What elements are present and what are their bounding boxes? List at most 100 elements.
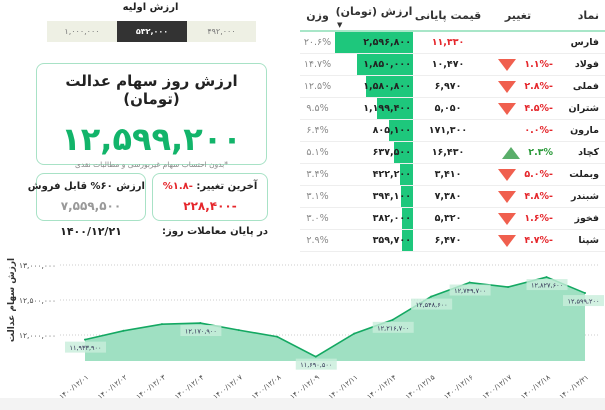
data-point[interactable] bbox=[84, 338, 86, 341]
row-weight: ۳.۱% bbox=[306, 191, 329, 202]
data-label: ۱۲,۵۴۸,۶۰۰ bbox=[416, 301, 448, 309]
row-price: ۶,۹۷۰ bbox=[434, 81, 462, 92]
row-change: -۴.۷% bbox=[483, 234, 559, 247]
row-price: ۱۰,۴۷۰ bbox=[431, 59, 465, 70]
row-symbol[interactable]: شبندر bbox=[570, 191, 599, 202]
header-weight[interactable]: وزن bbox=[306, 8, 329, 22]
row-value: ۲,۵۹۶,۸۰۰ bbox=[335, 32, 413, 53]
table-row[interactable]: وبملت -۵.۰% ۳,۴۱۰ ۴۲۲,۲۰۰ ۳.۴% bbox=[300, 164, 605, 186]
row-change: -۱.۱% bbox=[483, 58, 559, 71]
value-bar bbox=[357, 54, 413, 75]
row-symbol[interactable]: شپنا bbox=[578, 235, 599, 246]
y-tick-label: ۱۳,۰۰۰,۰۰۰ bbox=[19, 261, 56, 270]
sellable-label: ارزش ۶۰% قابل فروش bbox=[27, 181, 145, 192]
table-row[interactable]: شپنا -۴.۷% ۶,۴۷۰ ۳۵۹,۷۰۰ ۲.۹% bbox=[300, 230, 605, 252]
row-price: ۱۶,۴۳۰ bbox=[431, 147, 465, 158]
data-label: ۱۱,۶۹۰,۵۰۰ bbox=[300, 361, 332, 369]
value-text: ۸۰۵,۱۰۰ bbox=[372, 125, 411, 136]
value-bar bbox=[401, 186, 413, 207]
data-label: ۱۲,۲۱۶,۷۰۰ bbox=[377, 324, 409, 332]
data-point[interactable] bbox=[276, 335, 279, 338]
x-tick-label: ۱۴۰۰/۱۲/۱۶ bbox=[443, 373, 476, 401]
down-arrow-icon bbox=[498, 80, 517, 93]
value-text: ۳۵۹,۷۰۰ bbox=[372, 235, 411, 246]
table-row[interactable]: فولاد -۱.۱% ۱۰,۴۷۰ ۱,۸۵۰,۰۰۰ ۱۴.۷% bbox=[300, 54, 605, 76]
data-point[interactable] bbox=[391, 318, 394, 321]
row-change: -۵.۰% bbox=[483, 168, 559, 181]
initial-value-selector: ۱,۰۰۰,۰۰۰ ۵۳۲,۰۰۰ ۴۹۲,۰۰۰ bbox=[45, 0, 256, 45]
data-point[interactable] bbox=[122, 329, 125, 332]
data-point[interactable] bbox=[507, 286, 510, 289]
row-value: ۱,۵۸۰,۸۰۰ bbox=[335, 76, 413, 97]
table-row[interactable]: شبندر -۴.۸% ۷,۳۸۰ ۳۹۴,۱۰۰ ۳.۱% bbox=[300, 186, 605, 208]
data-label: ۱۲,۷۴۹,۷۰۰ bbox=[454, 287, 486, 295]
initial-option-1000000[interactable]: ۱,۰۰۰,۰۰۰ bbox=[47, 21, 117, 42]
data-point[interactable] bbox=[353, 332, 356, 335]
sellable-value: ۷,۵۵۹,۵۰۰ bbox=[60, 199, 122, 213]
value-bar bbox=[401, 208, 413, 229]
table-row[interactable]: شتران -۴.۵% ۵,۰۵۰ ۱,۱۹۹,۴۰۰ ۹.۵% bbox=[300, 98, 605, 120]
last-change-pct: -۱.۸% bbox=[162, 181, 193, 192]
row-value: ۴۲۲,۲۰۰ bbox=[335, 164, 413, 185]
row-symbol[interactable]: فولاد bbox=[574, 59, 599, 70]
change-pct: -۴.۷% bbox=[524, 235, 553, 246]
row-value: ۳۵۹,۷۰۰ bbox=[335, 230, 413, 251]
x-tick-label: ۱۴۰۰/۱۲/۱۸ bbox=[519, 373, 552, 401]
option-label: ۵۳۲,۰۰۰ bbox=[135, 27, 169, 36]
row-change: -۴.۵% bbox=[483, 102, 559, 115]
data-point[interactable] bbox=[584, 292, 586, 295]
table-row[interactable]: مارون -۰.۰% ۱۷۱,۳۰۰ ۸۰۵,۱۰۰ ۶.۴% bbox=[300, 120, 605, 142]
value-text: ۱,۵۸۰,۸۰۰ bbox=[363, 81, 411, 92]
data-point[interactable] bbox=[314, 355, 317, 358]
change-pct: -۵.۰% bbox=[524, 169, 553, 180]
row-value: ۶۳۷,۵۰۰ bbox=[335, 142, 413, 163]
row-symbol[interactable]: فخوز bbox=[574, 213, 600, 224]
y-axis-label: ارزش سهام عدالت bbox=[7, 258, 17, 342]
row-weight: ۵.۱% bbox=[306, 147, 329, 158]
row-price: ۱۱,۳۳۰ bbox=[431, 37, 465, 48]
main-value-note: *بدون احتساب سهام غیربورسی و مطالبات نقد… bbox=[75, 160, 228, 169]
data-point[interactable] bbox=[430, 295, 433, 298]
table-row[interactable]: فارس ۱۱,۳۳۰ ۲,۵۹۶,۸۰۰ ۲۰.۶% bbox=[300, 32, 605, 54]
value-line bbox=[84, 276, 586, 358]
table-header: نماد تغییر قیمت پایانی ارزش (تومان) ▼ وزن bbox=[300, 0, 605, 32]
initial-option-492000[interactable]: ۴۹۲,۰۰۰ bbox=[187, 21, 256, 42]
x-tick-label: ۱۴۰۰/۱۲/۰۱ bbox=[58, 373, 90, 401]
table-row[interactable]: فخوز -۱.۶% ۵,۳۲۰ ۳۸۲,۰۰۰ ۳.۰% bbox=[300, 208, 605, 230]
row-symbol[interactable]: مارون bbox=[570, 125, 599, 136]
portfolio-table: نماد تغییر قیمت پایانی ارزش (تومان) ▼ وزن… bbox=[300, 0, 605, 252]
value-bar bbox=[388, 120, 413, 141]
data-point[interactable] bbox=[199, 322, 202, 325]
header-symbol[interactable]: نماد bbox=[577, 8, 599, 22]
x-tick-label: ۱۴۰۰/۱۲/۱۱ bbox=[327, 373, 359, 401]
x-tick-label: ۱۴۰۰/۱۲/۱۴ bbox=[366, 373, 399, 401]
data-point[interactable] bbox=[545, 276, 548, 279]
data-point[interactable] bbox=[237, 329, 240, 332]
row-weight: ۳.۴% bbox=[306, 169, 329, 180]
row-symbol[interactable]: فارس bbox=[570, 37, 599, 48]
end-of-day-label: در پایان معاملات روز: bbox=[161, 226, 268, 237]
value-bar bbox=[365, 76, 413, 97]
table-row[interactable]: فملی -۲.۸% ۶,۹۷۰ ۱,۵۸۰,۸۰۰ ۱۲.۵% bbox=[300, 76, 605, 98]
data-point[interactable] bbox=[160, 323, 163, 326]
change-pct: -۴.۸% bbox=[524, 191, 553, 202]
row-symbol[interactable]: فملی bbox=[572, 81, 599, 92]
row-symbol[interactable]: کچاد bbox=[578, 147, 599, 158]
header-price[interactable]: قیمت پایانی bbox=[414, 8, 482, 22]
table-row[interactable]: کچاد ۲.۳% ۱۶,۴۳۰ ۶۳۷,۵۰۰ ۵.۱% bbox=[300, 142, 605, 164]
data-label-bg bbox=[449, 284, 491, 296]
row-symbol[interactable]: وبملت bbox=[569, 169, 599, 180]
change-pct: -۲.۸% bbox=[524, 81, 553, 92]
header-value[interactable]: ارزش (تومان) ▼ bbox=[335, 0, 413, 31]
data-point[interactable] bbox=[468, 281, 471, 284]
data-label-bg bbox=[372, 321, 414, 333]
change-pct: -۰.۰% bbox=[524, 125, 553, 136]
main-value-card: ارزش روز سهام عدالت (تومان) ۱۲,۵۹۹,۲۰۰ *… bbox=[36, 63, 267, 169]
header-change[interactable]: تغییر bbox=[504, 8, 532, 22]
change-pct: -۱.۱% bbox=[524, 59, 553, 70]
row-symbol[interactable]: شتران bbox=[568, 103, 600, 114]
value-text: ۱,۱۹۹,۴۰۰ bbox=[363, 103, 411, 114]
area-fill bbox=[85, 277, 585, 361]
initial-option-532000[interactable]: ۵۳۲,۰۰۰ bbox=[117, 21, 187, 42]
y-tick-label: ۱۲,۰۰۰,۰۰۰ bbox=[19, 331, 56, 340]
